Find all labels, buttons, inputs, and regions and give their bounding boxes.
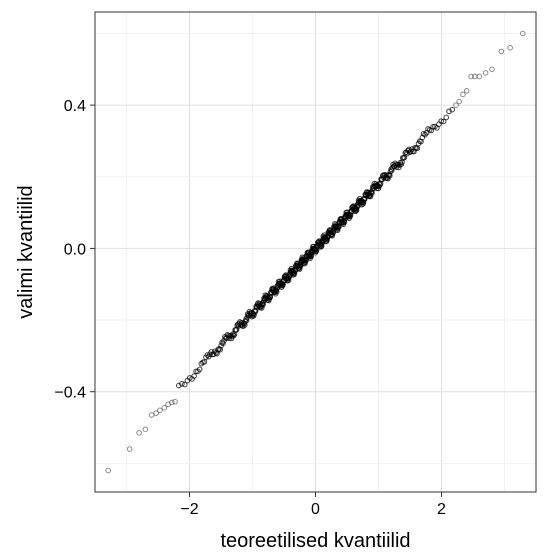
data-point	[449, 106, 456, 113]
data-point	[318, 243, 325, 250]
data-point	[196, 366, 203, 373]
data-point	[142, 426, 149, 433]
data-point	[460, 91, 466, 98]
y-tick-label: 0.4	[64, 98, 86, 115]
data-point	[126, 446, 133, 452]
data-point	[476, 73, 483, 80]
data-point	[243, 317, 250, 324]
data-point	[360, 199, 367, 206]
x-axis-title: teoreetilised kvantiilid	[220, 530, 410, 552]
data-point	[169, 399, 175, 406]
data-point	[215, 346, 221, 353]
data-point	[172, 398, 178, 405]
data-point	[498, 48, 505, 55]
data-point	[438, 118, 445, 124]
data-point	[472, 73, 478, 80]
data-point	[507, 45, 513, 51]
data-point	[161, 405, 168, 411]
grid-lines	[95, 12, 536, 492]
data-point	[251, 311, 257, 318]
data-point	[489, 66, 495, 73]
data-point	[165, 401, 171, 408]
data-point	[201, 359, 208, 365]
axes: −2 0 2 −0.4 0.0 0.4	[54, 98, 446, 518]
data-point	[369, 190, 375, 196]
data-point	[456, 98, 462, 105]
data-point	[204, 352, 211, 358]
data-point	[157, 407, 163, 414]
data-point	[214, 350, 220, 357]
y-axis-title: valimi kvantiilid	[15, 185, 37, 318]
data-point	[347, 212, 354, 218]
data-point	[324, 236, 330, 243]
data-point	[181, 381, 188, 388]
data-point	[136, 430, 142, 436]
data-point	[179, 381, 185, 387]
data-point	[148, 412, 155, 418]
data-point	[242, 322, 248, 328]
data-point	[280, 281, 286, 288]
data-point	[440, 118, 447, 125]
data-point	[260, 301, 266, 308]
data-point	[313, 247, 320, 253]
data-point	[519, 30, 526, 37]
data-points	[105, 30, 526, 474]
data-point	[191, 373, 197, 379]
x-tick-label: 0	[311, 501, 320, 518]
data-point	[291, 270, 298, 276]
data-point	[220, 340, 226, 347]
y-tick-label: 0.0	[64, 241, 86, 258]
data-point	[468, 73, 474, 80]
data-point	[482, 70, 489, 76]
data-point	[453, 102, 459, 108]
x-tick-label: −2	[180, 501, 198, 518]
x-tick-label: 2	[437, 501, 446, 518]
y-tick-label: −0.4	[54, 385, 86, 402]
data-point	[463, 88, 470, 94]
data-point	[105, 467, 112, 474]
data-point	[443, 114, 450, 121]
data-point	[153, 410, 159, 416]
